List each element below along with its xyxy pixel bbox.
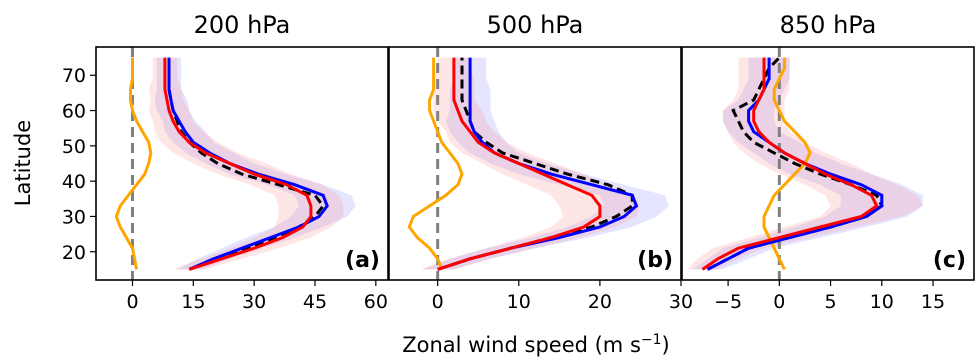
x-axis-label: Zonal wind speed (m s−1) [402, 332, 669, 357]
y-tick-label: 50 [62, 136, 86, 158]
y-tick-label: 20 [62, 242, 86, 264]
x-tick-label: 10 [870, 291, 894, 313]
x-tick-label: 45 [303, 291, 327, 313]
panel-frame [681, 46, 975, 281]
panel-1: 0 15 30 45 60 20 30 40 50 60 70 200 hPa (a) [62, 11, 389, 313]
panel-title: 850 hPa [780, 11, 877, 39]
panel-title: 500 hPa [487, 11, 584, 39]
red-line [437, 57, 602, 271]
x-tick-label: 5 [825, 291, 837, 313]
y-tick-label: 40 [62, 171, 86, 193]
panel-frame [388, 46, 682, 281]
panel-2: 0 10 20 30 500 hPa (b) [388, 11, 693, 313]
panel-label: (c) [933, 248, 966, 273]
y-tick-label: 60 [62, 101, 86, 123]
x-axis-label-superscript: −1 [641, 332, 662, 348]
panel-plot-area [114, 47, 356, 280]
panel-title: 200 hPa [194, 11, 291, 39]
panel-frame [95, 46, 389, 281]
x-tick-label: 15 [921, 291, 945, 313]
y-tick-label: 70 [62, 65, 86, 87]
panel-plot-area [687, 47, 923, 280]
panel-label: (a) [345, 248, 380, 273]
panel-label: (b) [637, 248, 673, 273]
y-tick-label: 30 [62, 206, 86, 228]
x-tick-label: 15 [181, 291, 205, 313]
x-tick-label: 20 [588, 291, 612, 313]
x-tick-label: 10 [507, 291, 531, 313]
panel-plot-area [407, 47, 669, 280]
x-tick-label: 30 [669, 291, 693, 313]
x-axis-label-suffix: ) [662, 333, 670, 357]
x-tick-label: −5 [714, 291, 742, 313]
orange-difference-line [114, 57, 153, 270]
orange-difference-line [407, 57, 464, 270]
y-axis-label: Latitude [11, 120, 35, 206]
x-tick-label: 30 [242, 291, 266, 313]
panel-3: −5 0 5 10 15 850 hPa (c) [681, 11, 975, 313]
x-tick-label: 60 [364, 291, 388, 313]
red-line [701, 57, 879, 271]
x-tick-label: 0 [773, 291, 785, 313]
x-axis-label-prefix: Zonal wind speed (m s [402, 333, 641, 357]
blue-spread-band [154, 57, 356, 270]
blue-spread-band [421, 57, 669, 270]
red-line [163, 57, 313, 271]
x-tick-label: 0 [126, 291, 138, 313]
red-spread-band [148, 57, 344, 270]
x-tick-label: 0 [432, 291, 444, 313]
